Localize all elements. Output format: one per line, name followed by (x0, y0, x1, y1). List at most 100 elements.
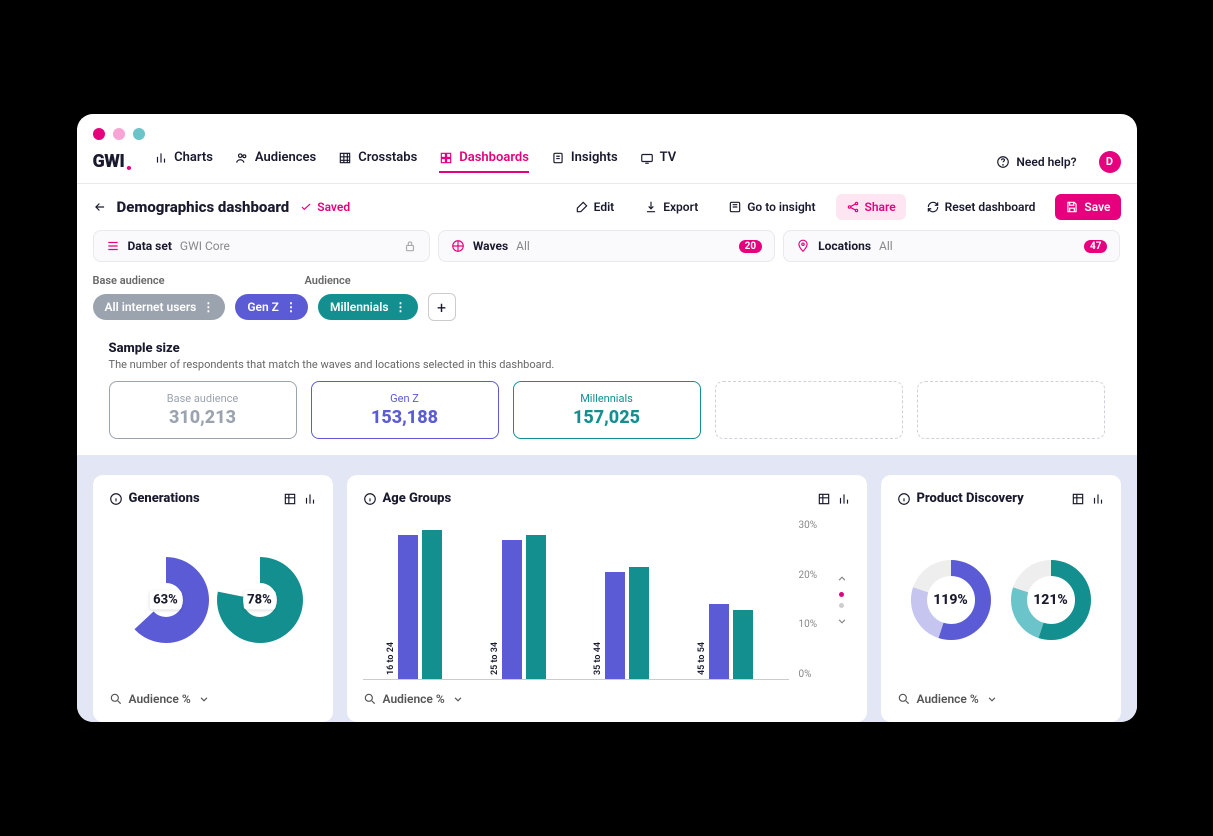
nav-icon (338, 151, 352, 165)
chevron-down-icon (985, 692, 999, 706)
edit-button[interactable]: Edit (565, 194, 625, 220)
nav-charts[interactable]: Charts (154, 150, 213, 173)
window-controls (77, 114, 1137, 150)
dashboard-title: Demographics dashboard (117, 198, 290, 216)
pill-label: Millennials (330, 300, 389, 314)
nav-icon (551, 151, 565, 165)
waves-filter[interactable]: Waves All 20 (438, 230, 775, 262)
info-icon[interactable] (897, 492, 911, 506)
info-icon[interactable] (109, 492, 123, 506)
nav-label: TV (660, 150, 677, 165)
locations-filter[interactable]: Locations All 47 (783, 230, 1120, 262)
dataset-filter[interactable]: Data set GWI Core (93, 230, 430, 262)
bar-category-label: 45 to 54 (697, 642, 707, 675)
bar-group: 35 to 44 (605, 567, 649, 679)
nav-tv[interactable]: TV (640, 150, 677, 173)
bar-category-label: 25 to 34 (490, 642, 500, 675)
dashboard-header: Demographics dashboard Saved Edit Export… (77, 184, 1137, 230)
download-icon (644, 200, 658, 214)
nav-label: Charts (174, 150, 213, 165)
bar-category-label: 35 to 44 (593, 642, 603, 675)
pill-menu-icon[interactable]: ⋮ (395, 300, 406, 314)
chevron-down-icon (451, 692, 465, 706)
bar (733, 610, 753, 679)
sample-size-section: Sample size The number of respondents th… (77, 335, 1137, 455)
donut-value: 78% (243, 591, 276, 610)
need-help-button[interactable]: Need help? (996, 155, 1076, 169)
sample-card[interactable]: Gen Z 153,188 (311, 381, 499, 439)
user-avatar[interactable]: D (1099, 151, 1121, 173)
chevron-down-icon[interactable] (835, 614, 849, 628)
bar-group: 16 to 24 (398, 530, 442, 679)
nav-insights[interactable]: Insights (551, 150, 618, 173)
ring-value: 121% (1033, 592, 1068, 608)
sample-card-value: 153,188 (322, 407, 488, 428)
nav: Charts Audiences Crosstabs Dashboards Insigh… (154, 150, 974, 173)
table-view-icon[interactable] (283, 492, 297, 506)
dot (113, 128, 125, 140)
go-to-insight-button[interactable]: Go to insight (718, 194, 825, 220)
audience-pill[interactable]: All internet users⋮ (93, 294, 226, 320)
chevron-down-icon (197, 692, 211, 706)
y-tick: 10% (799, 619, 827, 630)
bar-category-label: 16 to 24 (386, 642, 396, 675)
share-button[interactable]: Share (836, 194, 906, 220)
bar-group: 45 to 54 (709, 604, 753, 679)
table-view-icon[interactable] (817, 492, 831, 506)
nav-label: Dashboards (459, 150, 529, 165)
sample-card-empty (715, 381, 903, 439)
add-audience-button[interactable]: + (428, 293, 456, 321)
reset-dashboard-button[interactable]: Reset dashboard (916, 194, 1046, 220)
chart-view-icon[interactable] (1091, 492, 1105, 506)
pill-menu-icon[interactable]: ⋮ (202, 300, 213, 314)
donut-chart: 78% (217, 557, 303, 643)
chevron-up-icon[interactable] (835, 572, 849, 586)
card-footer[interactable]: Audience % (109, 692, 317, 706)
y-tick: 0% (799, 669, 827, 680)
table-view-icon[interactable] (1071, 492, 1085, 506)
audience-section: Base audience Audience All internet user… (77, 274, 1137, 335)
generations-card: Generations 63%78% Audience % (93, 475, 333, 722)
sample-card-label: Gen Z (322, 392, 488, 405)
nav-label: Insights (571, 150, 618, 165)
app-window: GWI. Charts Audiences Crosstabs Dashboards I… (77, 114, 1137, 722)
scroll-control[interactable] (833, 520, 851, 680)
waves-icon (451, 239, 465, 253)
sample-card-value: 310,213 (120, 407, 286, 428)
chart-view-icon[interactable] (837, 492, 851, 506)
card-footer[interactable]: Audience % (897, 692, 1105, 706)
chart-view-icon[interactable] (303, 492, 317, 506)
sample-card-label: Base audience (120, 392, 286, 405)
sample-subtitle: The number of respondents that match the… (109, 358, 1105, 371)
back-arrow-icon[interactable] (93, 200, 107, 214)
y-tick: 30% (799, 520, 827, 531)
audience-label: Audience (305, 274, 351, 287)
save-button[interactable]: Save (1055, 194, 1120, 220)
charts-area: Generations 63%78% Audience % Age Groups (77, 455, 1137, 722)
refresh-icon (926, 200, 940, 214)
info-icon[interactable] (363, 492, 377, 506)
bar (526, 535, 546, 679)
search-icon (109, 692, 123, 706)
ring-chart: 121% (1006, 555, 1096, 645)
nav-dashboards[interactable]: Dashboards (439, 150, 529, 173)
help-icon (996, 155, 1010, 169)
sample-title: Sample size (109, 341, 1105, 356)
card-footer[interactable]: Audience % (363, 692, 851, 706)
y-tick: 20% (799, 570, 827, 581)
search-icon (897, 692, 911, 706)
sample-card[interactable]: Millennials157,025 (513, 381, 701, 439)
nav-audiences[interactable]: Audiences (235, 150, 316, 173)
nav-crosstabs[interactable]: Crosstabs (338, 150, 417, 173)
nav-icon (235, 151, 249, 165)
lock-icon (403, 239, 417, 253)
edit-icon (575, 200, 589, 214)
nav-icon (154, 151, 168, 165)
sample-card[interactable]: Base audience 310,213 (109, 381, 297, 439)
export-button[interactable]: Export (634, 194, 708, 220)
audience-pill[interactable]: Millennials ⋮ (318, 294, 418, 320)
pill-menu-icon[interactable]: ⋮ (285, 300, 296, 314)
logo: GWI. (93, 151, 133, 172)
audience-pill[interactable]: Gen Z⋮ (235, 294, 308, 320)
bar (422, 530, 442, 679)
